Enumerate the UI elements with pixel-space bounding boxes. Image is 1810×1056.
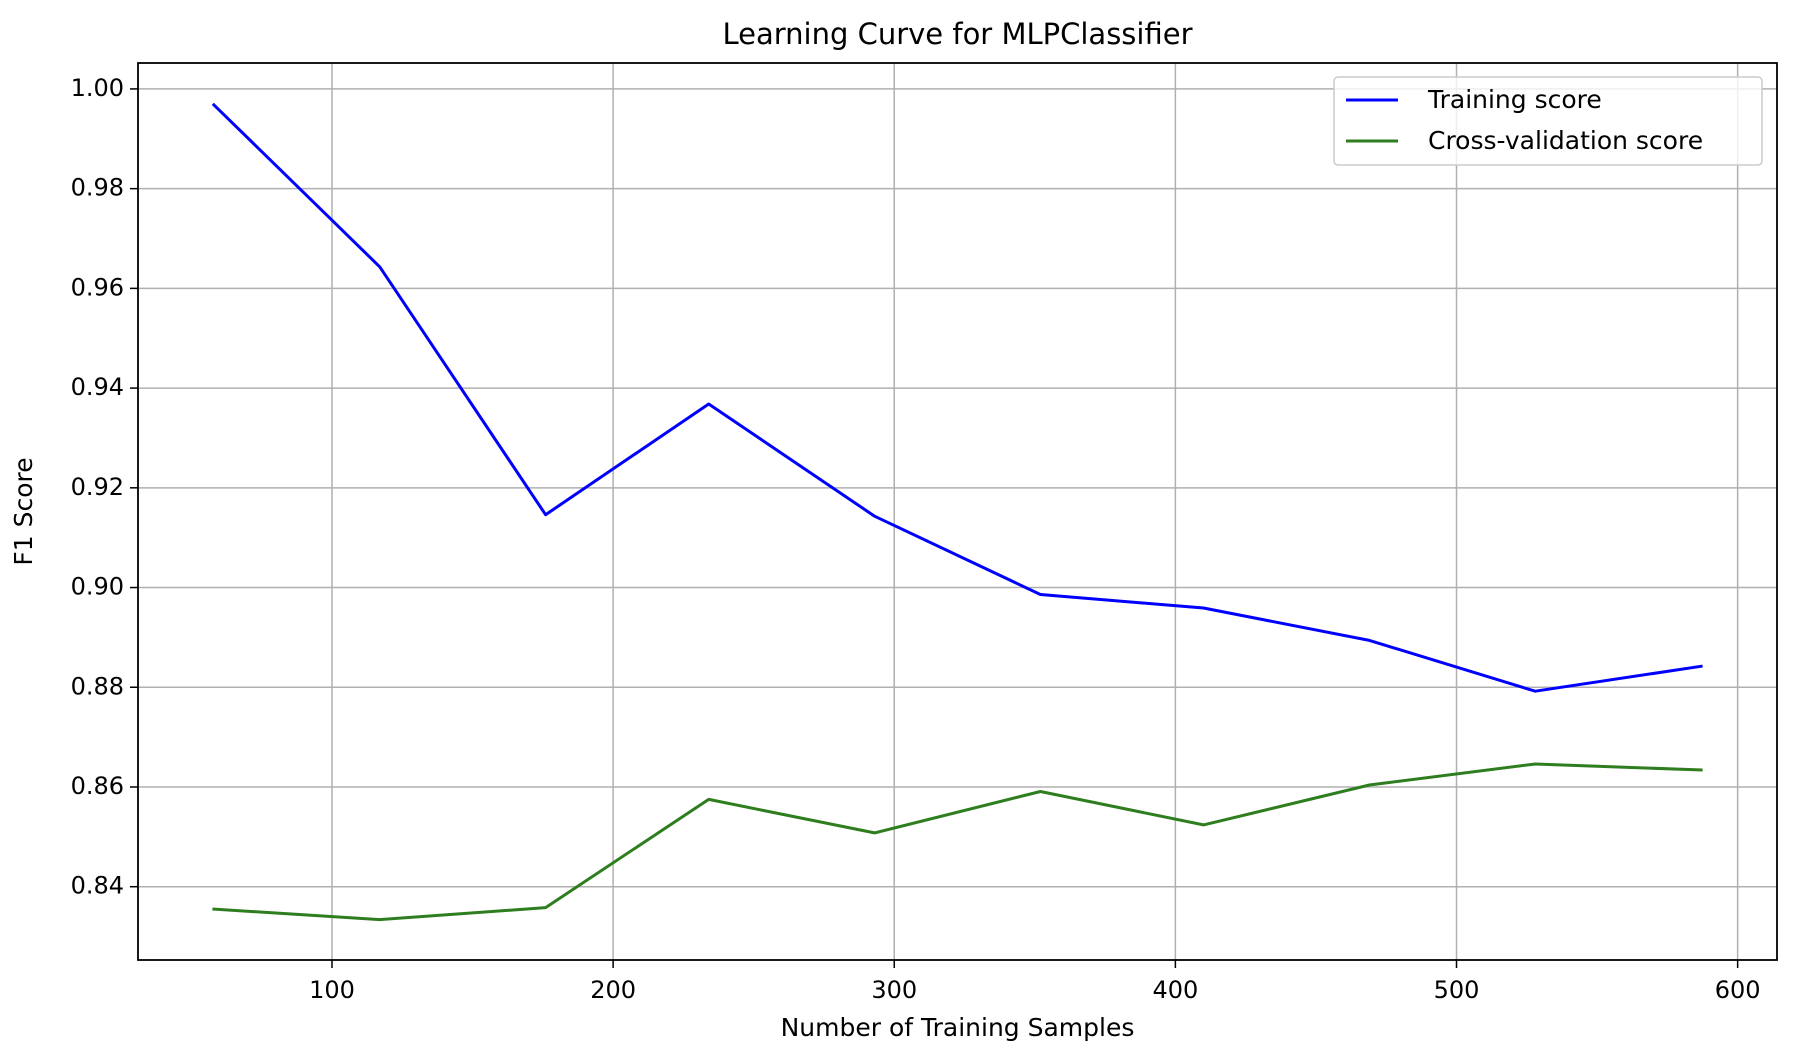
y-tick-label-1.00: 1.00 <box>71 74 124 102</box>
series-lines <box>211 102 1703 922</box>
y-axis-label: F1 Score <box>9 457 38 565</box>
y-tick-label-0.92: 0.92 <box>71 473 124 501</box>
plot-area-frame <box>137 62 1778 961</box>
axis-ticks: 100 200 300 400 500 600 0.84 0.86 0.88 0.90 0.92 0.… <box>71 74 1761 1004</box>
y-tick-label-0.98: 0.98 <box>71 174 124 202</box>
series-line-cross-validation-score <box>212 762 1703 922</box>
x-tick-label-100: 100 <box>309 976 355 1004</box>
y-tick-label-0.88: 0.88 <box>71 672 124 700</box>
legend-label-cross-validation-score: Cross-validation score <box>1428 126 1703 155</box>
y-tick-label-0.96: 0.96 <box>71 273 124 301</box>
x-tick-label-600: 600 <box>1715 976 1761 1004</box>
legend-label-training-score: Training score <box>1427 85 1602 114</box>
series-line-training-score <box>211 102 1703 693</box>
x-tick-label-200: 200 <box>590 976 636 1004</box>
legend: Training score Cross-validation score <box>1333 76 1763 166</box>
grid <box>138 63 1777 960</box>
x-tick-label-400: 400 <box>1152 976 1198 1004</box>
chart-title: Learning Curve for MLPClassifier <box>722 17 1192 51</box>
legend-box <box>1333 76 1763 166</box>
y-tick-label-0.84: 0.84 <box>71 872 124 900</box>
y-tick-label-0.94: 0.94 <box>71 373 124 401</box>
y-tick-label-0.90: 0.90 <box>71 573 124 601</box>
y-tick-label-0.86: 0.86 <box>71 772 124 800</box>
x-tick-label-500: 500 <box>1434 976 1480 1004</box>
x-axis-label: Number of Training Samples <box>781 1013 1135 1042</box>
x-tick-label-300: 300 <box>871 976 917 1004</box>
